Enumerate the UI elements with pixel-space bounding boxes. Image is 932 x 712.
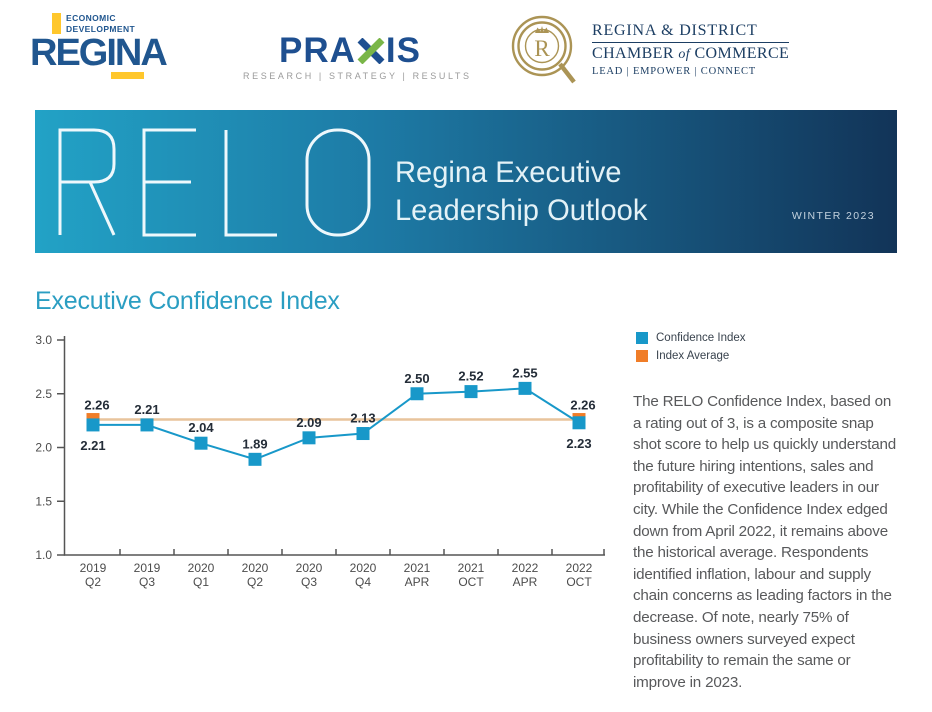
banner-title: Regina Executive Leadership Outlook bbox=[395, 154, 647, 230]
edr-line1: ECONOMIC bbox=[66, 13, 116, 23]
edr-yellow-underline-icon bbox=[111, 72, 144, 79]
praxis-wordmark: PRA IS bbox=[243, 31, 457, 70]
commentary-paragraph: The RELO Confidence Index, based on a ra… bbox=[633, 393, 897, 691]
banner-title-line2: Leadership Outlook bbox=[395, 194, 648, 227]
chamber-text: REGINA & DISTRICT CHAMBER of COMMERCE LE… bbox=[592, 22, 790, 88]
svg-text:2.21: 2.21 bbox=[134, 402, 159, 417]
legend-swatch-icon bbox=[636, 350, 648, 362]
svg-text:1.0: 1.0 bbox=[35, 548, 52, 562]
edr-wordmark: REGINA bbox=[30, 32, 168, 74]
section-title: Executive Confidence Index bbox=[35, 287, 340, 315]
chamber-word-commerce: COMMERCE bbox=[694, 45, 790, 62]
chamber-word-chamber: CHAMBER bbox=[592, 45, 674, 62]
legend-swatch-icon bbox=[636, 332, 648, 344]
svg-text:1.5: 1.5 bbox=[35, 494, 52, 508]
svg-text:2.09: 2.09 bbox=[296, 415, 321, 430]
edr-logo: ECONOMIC DEVELOPMENT REGINA bbox=[30, 13, 182, 79]
edr-division-text: ECONOMIC DEVELOPMENT bbox=[66, 13, 135, 34]
legend-item: Index Average bbox=[636, 350, 746, 362]
relo-acronym bbox=[58, 128, 371, 237]
chamber-word-of: of bbox=[678, 47, 691, 62]
svg-text:2.50: 2.50 bbox=[404, 371, 429, 386]
svg-text:2.04: 2.04 bbox=[188, 420, 214, 435]
edr-line2: DEVELOPMENT bbox=[66, 23, 136, 34]
legend-label: Confidence Index bbox=[656, 332, 746, 344]
chamber-name-line1: REGINA & DISTRICT bbox=[592, 22, 790, 43]
svg-text:2.26: 2.26 bbox=[84, 398, 109, 413]
chamber-monogram: R bbox=[534, 36, 550, 61]
banner-edition: WINTER 2023 bbox=[791, 210, 875, 222]
legend-label: Index Average bbox=[656, 350, 730, 362]
svg-text:1.89: 1.89 bbox=[242, 436, 267, 451]
praxis-tagline: RESEARCH | STRATEGY | RESULTS bbox=[243, 71, 472, 81]
praxis-wordmark-left: PRA bbox=[279, 31, 356, 70]
chamber-emblem-icon: R bbox=[511, 15, 576, 84]
chamber-motto: LEAD | EMPOWER | CONNECT bbox=[592, 66, 756, 77]
banner-title-line1: Regina Executive bbox=[395, 156, 622, 189]
chamber-logo: R REGINA & DISTRICT CHAMBER of COMMERCE … bbox=[505, 8, 790, 88]
relo-banner: Regina Executive Leadership Outlook WINT… bbox=[35, 110, 897, 253]
svg-text:2.13: 2.13 bbox=[350, 411, 375, 426]
svg-text:3.0: 3.0 bbox=[35, 333, 52, 347]
chart-legend: Confidence Index Index Average bbox=[636, 332, 746, 368]
confidence-chart: 3.0 2.5 2.0 1.5 1.0 2019 Q2 2019 Q3 2020 Q1 2020 Q2 2… bbox=[35, 333, 605, 589]
praxis-wordmark-right: IS bbox=[385, 31, 421, 70]
svg-text:2.21: 2.21 bbox=[80, 438, 105, 453]
svg-text:2.26: 2.26 bbox=[570, 398, 595, 413]
svg-text:2.5: 2.5 bbox=[35, 387, 52, 401]
edr-yellow-bar-icon bbox=[52, 13, 61, 34]
svg-text:2.0: 2.0 bbox=[35, 441, 52, 455]
svg-text:2.55: 2.55 bbox=[512, 365, 537, 380]
praxis-logo: PRA IS RESEARCH | STRATEGY | RESULTS bbox=[243, 31, 472, 81]
chamber-name-line2: CHAMBER of COMMERCE bbox=[592, 45, 789, 63]
praxis-x-icon bbox=[357, 38, 385, 64]
svg-text:2.23: 2.23 bbox=[566, 436, 591, 451]
svg-text:2.52: 2.52 bbox=[458, 369, 483, 384]
legend-item: Confidence Index bbox=[636, 332, 746, 344]
